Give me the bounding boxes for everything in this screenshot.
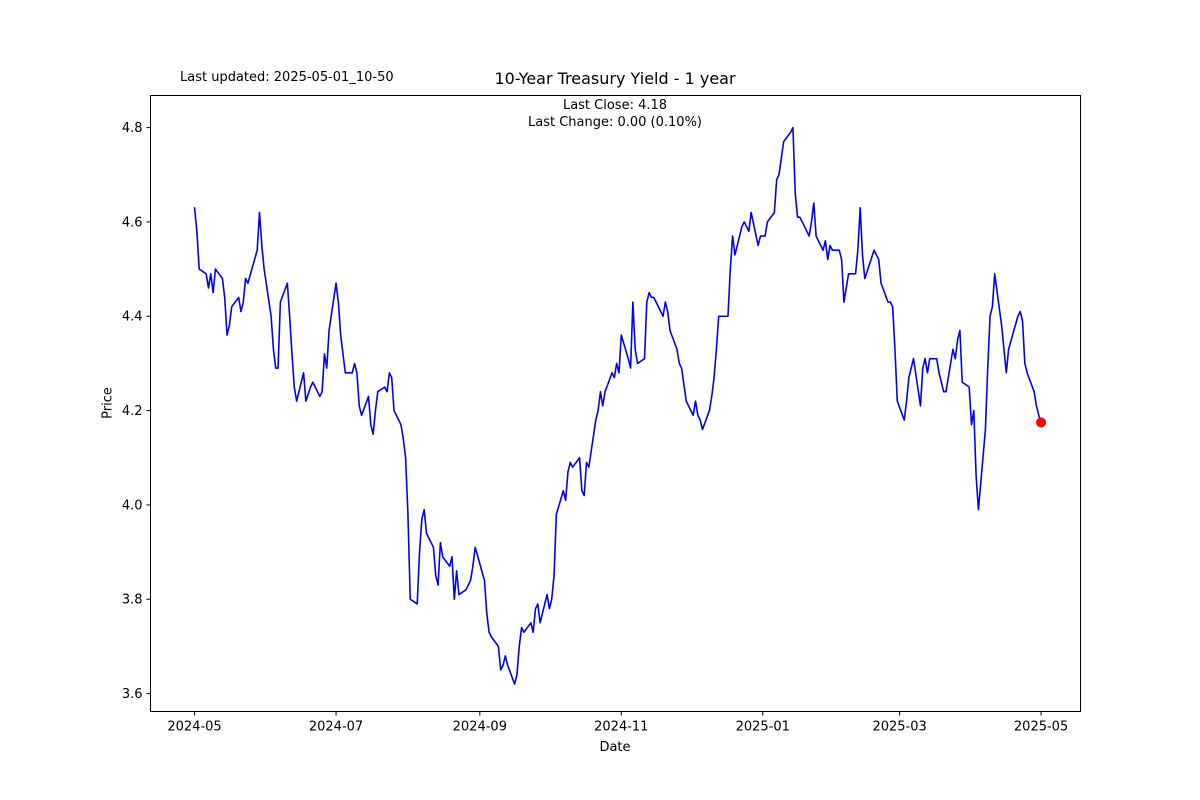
x-tick-label: 2024-07 [309,720,363,735]
x-tick-label: 2024-09 [453,720,507,735]
chart-title: 10-Year Treasury Yield - 1 year [494,69,736,88]
y-tick-label: 3.8 [122,593,143,608]
last-change-label: Last Change: 0.00 (0.10%) [527,115,702,130]
x-tick-label: 2025-01 [736,720,790,735]
y-tick-label: 3.6 [122,687,143,702]
last-point-marker [1036,417,1047,428]
y-tick-label: 4.4 [122,310,143,325]
y-tick-label: 4.0 [122,498,143,513]
x-tick-label: 2024-11 [594,720,648,735]
x-tick-label: 2025-03 [872,720,926,735]
y-tick-label: 4.6 [122,215,143,230]
x-tick-label: 2024-05 [167,720,221,735]
y-tick-label: 4.8 [122,121,143,136]
price-line [193,126,1042,685]
x-axis-label: Date [599,740,631,755]
x-tick-label: 2025-05 [1014,720,1068,735]
last-close-label: Last Close: 4.18 [562,98,668,113]
y-tick-label: 4.2 [122,404,143,419]
chart-subtitle: Last Close: 4.18 Last Change: 0.00 (0.10… [150,97,1080,131]
last-updated-label: Last updated: 2025-05-01_10-50 [180,70,394,85]
plot-border [150,95,1081,712]
